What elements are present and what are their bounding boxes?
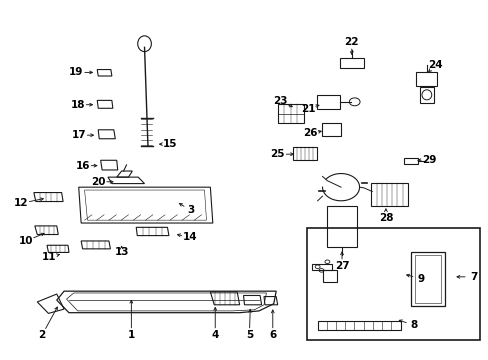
Text: 28: 28 <box>378 213 392 222</box>
Text: 25: 25 <box>270 149 285 159</box>
Text: 19: 19 <box>69 67 83 77</box>
Text: 24: 24 <box>427 60 442 70</box>
Text: 6: 6 <box>268 330 276 340</box>
Text: 12: 12 <box>14 198 28 208</box>
Bar <box>414 255 441 303</box>
Text: 23: 23 <box>272 96 287 106</box>
Text: 4: 4 <box>211 330 219 340</box>
Text: 11: 11 <box>42 252 57 262</box>
Text: 13: 13 <box>114 247 129 257</box>
Text: 15: 15 <box>163 139 177 149</box>
Text: 3: 3 <box>187 206 194 216</box>
Text: 27: 27 <box>334 261 348 271</box>
Text: 16: 16 <box>75 161 90 171</box>
Text: 1: 1 <box>127 330 135 340</box>
Text: 29: 29 <box>422 155 436 165</box>
Text: 2: 2 <box>39 330 46 340</box>
Text: 26: 26 <box>303 129 317 138</box>
Text: 7: 7 <box>469 272 476 282</box>
Text: 10: 10 <box>19 236 33 246</box>
Text: 20: 20 <box>91 177 105 187</box>
Bar <box>306 228 479 339</box>
Text: 21: 21 <box>300 104 314 114</box>
Text: 8: 8 <box>410 320 417 330</box>
Text: 5: 5 <box>245 330 252 340</box>
Text: 9: 9 <box>417 274 424 284</box>
Text: 14: 14 <box>182 232 197 242</box>
Text: 17: 17 <box>71 130 86 140</box>
Text: 22: 22 <box>344 37 358 47</box>
Text: 18: 18 <box>70 100 85 110</box>
